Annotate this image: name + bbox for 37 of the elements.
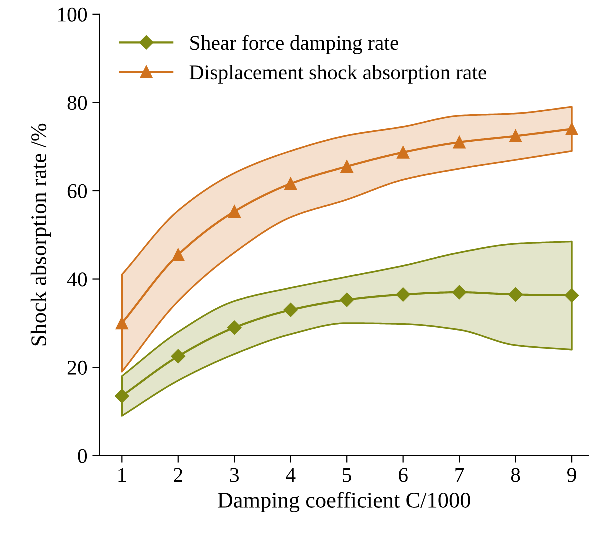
point bbox=[284, 178, 298, 190]
point bbox=[397, 146, 410, 159]
legend-label: Displacement shock absorption rate bbox=[190, 64, 486, 84]
x-tick-label: 5 bbox=[343, 468, 352, 482]
point bbox=[228, 205, 241, 218]
x-axis-title: Damping coefficient C/1000 bbox=[218, 492, 470, 513]
x-tick-label: 6 bbox=[399, 468, 408, 482]
y-tick-label: 20 bbox=[68, 360, 88, 375]
x-tick-label: 4 bbox=[286, 468, 296, 482]
point bbox=[396, 288, 410, 302]
point bbox=[453, 136, 466, 149]
point bbox=[564, 288, 580, 303]
point bbox=[508, 288, 523, 302]
y-tick-label: 0 bbox=[78, 449, 88, 464]
point bbox=[171, 349, 186, 364]
y-tick-label: 40 bbox=[67, 272, 88, 287]
point bbox=[340, 292, 354, 308]
point bbox=[510, 130, 522, 143]
y-tick-label: 60 bbox=[68, 184, 88, 198]
point bbox=[116, 317, 128, 330]
x-tick-label: 3 bbox=[230, 468, 240, 482]
legend-label: Shear force damping rate bbox=[190, 35, 398, 54]
x-tick-label: 2 bbox=[174, 468, 182, 482]
point bbox=[340, 160, 354, 173]
x-tick-label: 1 bbox=[118, 468, 126, 482]
point bbox=[172, 248, 185, 262]
point bbox=[452, 285, 467, 300]
point bbox=[228, 320, 242, 335]
point bbox=[566, 122, 578, 136]
y-axis-title: Shock absorption rate /% bbox=[30, 124, 52, 346]
x-tick-label: 7 bbox=[456, 468, 464, 482]
x-tick-label: 9 bbox=[567, 468, 576, 482]
y-tick-label: 100 bbox=[58, 8, 88, 22]
point bbox=[284, 303, 298, 318]
point bbox=[115, 389, 130, 404]
x-tick-label: 8 bbox=[511, 468, 520, 482]
y-tick-label: 80 bbox=[68, 96, 88, 110]
